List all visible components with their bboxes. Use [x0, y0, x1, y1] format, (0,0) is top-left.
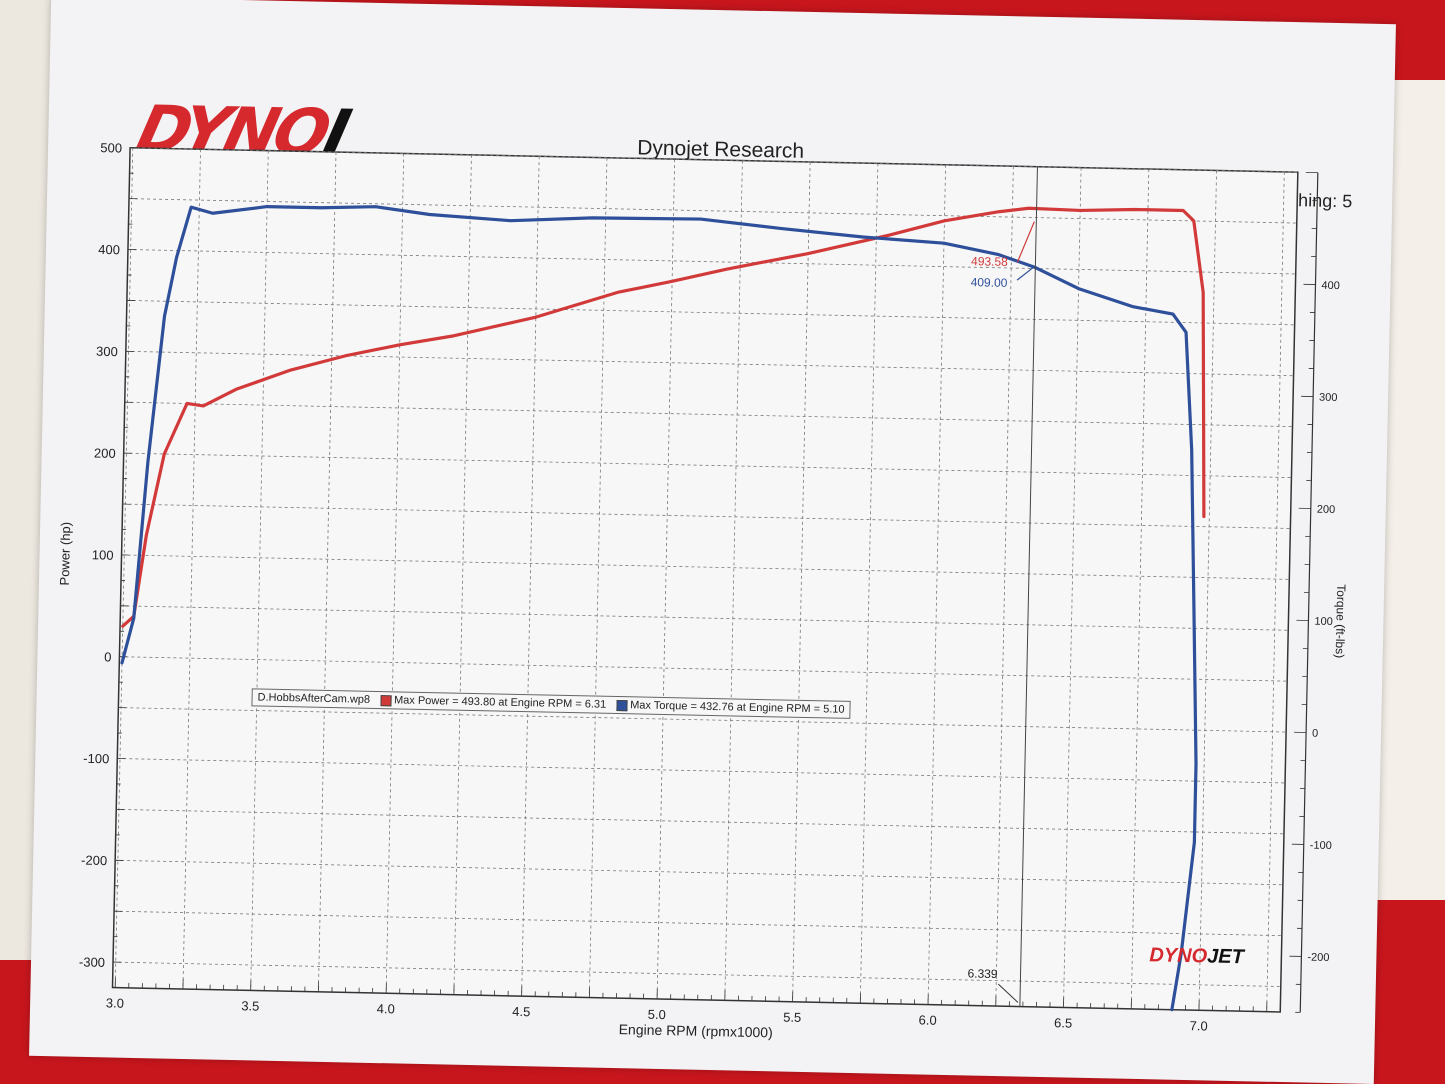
y-tick-label: 300 — [96, 344, 118, 359]
grid-line-y — [116, 808, 1284, 835]
x-tick-label: 3.0 — [106, 995, 124, 1010]
x-tick-label: 6.5 — [1054, 1015, 1072, 1030]
y-tick-label: 500 — [100, 140, 122, 155]
grid-line-x — [1063, 167, 1082, 1008]
y2-tick-label: 0 — [1312, 728, 1318, 740]
grid-line-y — [125, 350, 1294, 377]
grid-line-y — [127, 249, 1296, 275]
grid-line-x — [250, 150, 269, 991]
y-tick-label: -100 — [83, 751, 109, 767]
power-curve — [121, 206, 1206, 628]
legend-file: D.HobbsAfterCam.wp8 — [257, 691, 371, 706]
y-tick-label: 400 — [98, 242, 120, 257]
grid-line-y — [119, 656, 1288, 682]
x-tick-label: 7.0 — [1189, 1018, 1207, 1033]
plot-frame — [111, 146, 1299, 1013]
grid-line-y — [113, 961, 1281, 987]
grid-line-x — [114, 147, 134, 988]
y2-tick-label: 400 — [1321, 280, 1340, 292]
grid-line-y — [118, 707, 1287, 733]
cursor-torque-arrow — [1016, 266, 1034, 281]
grid-line-x — [995, 166, 1014, 1007]
y2-axis-title: Torque (ft-lbs) — [1333, 584, 1349, 658]
grid-line-x — [792, 161, 811, 1002]
dynojet-footer-logo: DYNOJET — [1149, 944, 1245, 969]
y-tick-label: 200 — [94, 445, 116, 460]
cursor-power-arrow — [1016, 221, 1035, 263]
torque-curve — [120, 204, 1198, 1012]
grid-line-x — [453, 154, 472, 995]
legend-torque: Max Torque = 432.76 at Engine RPM = 5.10 — [611, 699, 850, 716]
grid-line-y — [114, 910, 1282, 937]
y2-tick-label: 200 — [1317, 504, 1336, 516]
grid-line-y — [123, 452, 1292, 478]
y-tick-label: 0 — [104, 649, 112, 664]
grid-line-y — [129, 198, 1297, 224]
x-tick-label: 6.0 — [919, 1012, 937, 1027]
grid-line-y — [115, 859, 1283, 886]
x-tick-label: 5.5 — [783, 1010, 801, 1025]
grid-line-x — [656, 159, 676, 999]
y2-tick-label: -100 — [1310, 840, 1332, 852]
grid-line-y — [122, 503, 1291, 529]
grid-line-x — [1198, 170, 1217, 1011]
cursor-torque-label: 409.00 — [971, 275, 1008, 290]
grid-line-x — [724, 160, 743, 1001]
grid-line-y — [126, 300, 1295, 326]
chart-annotations: 6.339 493.58 409.00 — [967, 166, 1038, 1007]
x-tick-label: 4.0 — [377, 1001, 395, 1016]
grid-line-x — [859, 163, 879, 1004]
grid-line-x — [182, 149, 201, 990]
x-tick-label: 5.0 — [648, 1007, 666, 1022]
cursor-power-label: 493.58 — [971, 254, 1008, 269]
grid-line-x — [927, 164, 947, 1005]
grid-line-y — [124, 401, 1293, 428]
rpm-cursor-line — [1019, 166, 1038, 1007]
y-tick-label: -300 — [79, 954, 105, 970]
cursor-rpm-arrow — [997, 983, 1019, 1003]
grid-line-x — [1266, 171, 1285, 1012]
grid-line-x — [521, 156, 540, 997]
dyno-sheet: DYNOJ Dynojet Research BREWER SPEED & RA… — [29, 0, 1396, 1084]
x-axis-title: Engine RPM (rpmx1000) — [619, 1021, 773, 1040]
grid-line-y — [120, 605, 1289, 631]
y2-tick-label: 300 — [1319, 392, 1338, 404]
x-tick-label: 3.5 — [241, 998, 259, 1013]
x-tick-label: 4.5 — [512, 1004, 530, 1019]
y-tick-label: 100 — [92, 547, 114, 562]
chart-series — [120, 204, 1206, 1012]
grid-line-x — [385, 153, 405, 994]
legend-power: Max Power = 493.80 at Engine RPM = 6.31 — [375, 694, 611, 711]
grid-line-y — [121, 554, 1290, 580]
chart-grid — [111, 146, 1299, 1013]
cursor-rpm-label: 6.339 — [967, 966, 998, 981]
grid-line-y — [130, 147, 1298, 173]
chart-axes: 3.0 3.5 4.0 4.5 5.0 5.5 6.0 6.5 7.0 500 400 300 200 1… — [57, 140, 1349, 1040]
y-tick-label: -200 — [81, 853, 107, 869]
grid-line-x — [318, 152, 337, 992]
dyno-chart: 3.0 3.5 4.0 4.5 5.0 5.5 6.0 6.5 7.0 500 400 300 200 1… — [57, 140, 1349, 1040]
y-axis-title: Power (hp) — [57, 522, 73, 586]
y2-tick-label: 100 — [1314, 616, 1333, 628]
grid-line-y — [117, 758, 1286, 784]
y2-tick-label: -200 — [1307, 952, 1329, 964]
